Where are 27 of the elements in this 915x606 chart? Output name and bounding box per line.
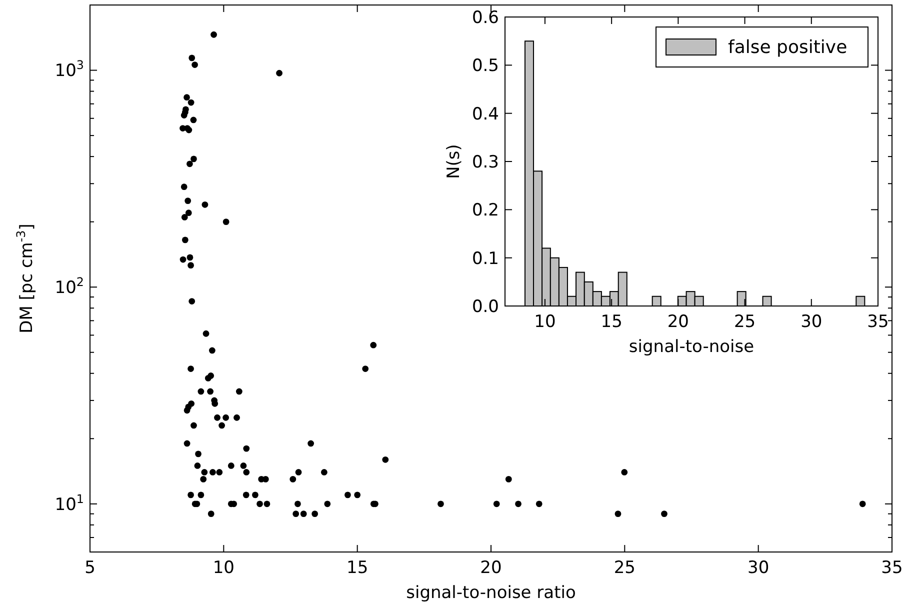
x-tick-label: 20 [667, 312, 689, 332]
x-tick-label: 35 [867, 312, 889, 332]
x-tick-label: 5 [84, 558, 96, 578]
x-tick-label: 35 [881, 558, 903, 578]
y-tick-label: 0.0 [472, 296, 499, 317]
x-tick-label: 30 [748, 558, 770, 578]
y-tick-label: 10$^{3}$ [54, 58, 84, 82]
y-axis-title: N(s) [444, 144, 464, 179]
x-axis-title: signal-to-noise ratio [406, 583, 576, 603]
x-tick-label: 15 [346, 558, 368, 578]
y-tick-label: 10$^{1}$ [54, 492, 84, 515]
y-tick-label: 10$^{2}$ [54, 275, 84, 298]
y-tick-label: 0.5 [472, 56, 499, 76]
x-tick-label: 20 [480, 558, 502, 578]
x-tick-label: 25 [734, 312, 756, 332]
y-tick-label: 0.1 [472, 248, 499, 269]
x-tick-label: 10 [534, 312, 556, 332]
x-axis-title: signal-to-noise [628, 337, 754, 357]
x-tick-label: 15 [600, 312, 622, 332]
y-tick-label: 0.2 [472, 200, 499, 221]
y-tick-label: 0.3 [472, 152, 499, 172]
x-tick-label: 10 [212, 558, 234, 578]
y-tick-label: 0.6 [472, 8, 499, 28]
x-tick-label: 25 [614, 558, 636, 578]
legend-label: false positive [728, 37, 848, 58]
x-tick-label: 30 [800, 312, 822, 332]
y-tick-label: 0.4 [472, 104, 499, 124]
